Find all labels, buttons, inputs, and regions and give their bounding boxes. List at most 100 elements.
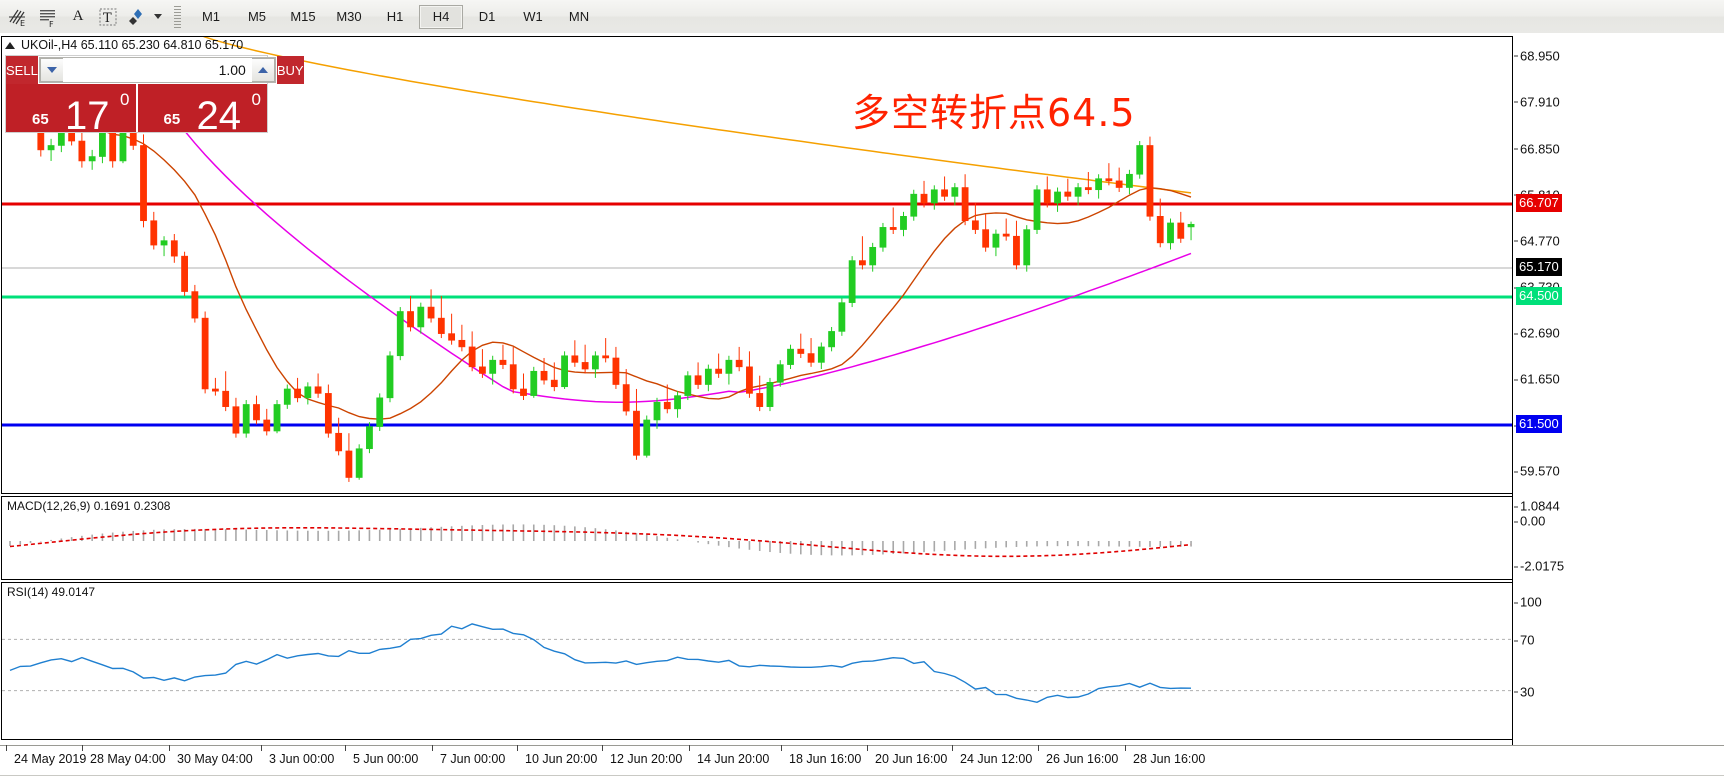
macd-tick: 1.0844 (1514, 498, 1560, 514)
candle-body (807, 353, 815, 363)
candle-body (160, 240, 168, 246)
candle-body (602, 355, 610, 359)
scale-divider (1512, 36, 1513, 745)
sell-price-fraction: 0 (120, 90, 130, 109)
candle-body (971, 220, 979, 230)
candle-body (1167, 222, 1174, 244)
text-label-tool-icon[interactable]: T (93, 3, 123, 31)
candle-body (787, 348, 794, 365)
toolbar-grip[interactable] (174, 5, 181, 28)
timeframe-m1[interactable]: M1 (201, 9, 221, 24)
objects-dropdown-caret-icon[interactable] (154, 14, 162, 19)
candle-body (386, 355, 394, 399)
time-tick: 30 May 04:00 (169, 745, 253, 766)
candle-body (273, 404, 281, 432)
candle-body (581, 362, 589, 370)
timeframe-m5[interactable]: M5 (247, 9, 267, 24)
rsi-tick: 70 (1513, 632, 1535, 648)
candle-body (612, 357, 620, 385)
price-tag-current-price: 65.170 (1516, 258, 1562, 276)
main-toolbar: E F A T M1 (0, 0, 1724, 34)
candle-body (212, 388, 219, 392)
rsi-scale[interactable]: 100 70 30 (1513, 582, 1722, 740)
rsi-canvas (2, 623, 1512, 704)
time-tick: 28 Jun 16:00 (1124, 745, 1206, 766)
candle-body (345, 450, 353, 478)
symbol-ohlc-text: UKOil-,H4 65.110 65.230 64.810 65.170 (21, 38, 244, 52)
candle-body (78, 140, 86, 162)
candle-body (263, 419, 271, 432)
price-tick: 62.690 (1514, 325, 1560, 341)
candle-body (417, 306, 425, 328)
candle-body (150, 220, 158, 246)
volume-input[interactable] (62, 58, 252, 82)
timeframe-d1[interactable]: D1 (478, 9, 496, 24)
macd-panel[interactable]: MACD(12,26,9) 0.1691 0.2308 (1, 496, 1513, 580)
rsi-label: RSI(14) 49.0147 (7, 585, 96, 599)
candle-body (489, 359, 497, 374)
candle-body (817, 346, 825, 363)
candle-body (304, 386, 312, 399)
occ-price-row: 65 17 0 65 24 0 (6, 84, 267, 132)
candle-body (1105, 178, 1113, 182)
timeframe-h1[interactable]: H1 (386, 9, 404, 24)
candle-body (674, 395, 681, 410)
grid-indicators-icon[interactable]: F (33, 3, 63, 31)
candle-body (1187, 223, 1195, 228)
objects-icon[interactable] (123, 3, 153, 31)
candle-body (694, 375, 702, 385)
sell-button[interactable]: SELL (6, 56, 38, 84)
volume-increment-button[interactable] (251, 58, 275, 82)
timeframe-mn[interactable]: MN (568, 9, 590, 24)
sell-price-button[interactable]: 65 17 0 (6, 84, 136, 132)
candle-body (1177, 222, 1185, 239)
candle-body (1074, 187, 1082, 197)
buy-price-button[interactable]: 65 24 0 (137, 84, 267, 132)
volume-stepper[interactable] (38, 57, 276, 83)
candle-body (468, 346, 476, 368)
candle-body (746, 366, 753, 394)
time-tick: 7 Jun 00:00 (431, 745, 506, 766)
timeframe-w1[interactable]: W1 (523, 9, 543, 24)
macd-tick: 0.00 (1513, 513, 1546, 529)
sell-price-pips: 17 (65, 94, 110, 132)
candle-body (828, 331, 835, 348)
text-tool-icon[interactable]: A (72, 8, 84, 24)
one-click-trading-panel[interactable]: SELL BUY 65 17 0 65 24 0 (5, 55, 304, 133)
expert-advisors-icon[interactable]: E (3, 3, 33, 31)
candlestick-canvas (2, 37, 1512, 482)
chart-area[interactable]: UKOil-,H4 65.110 65.230 64.810 65.170 SE… (0, 33, 1724, 776)
candle-body (1023, 229, 1031, 266)
time-tick: 10 Jun 20:00 (516, 745, 598, 766)
candle-body (1095, 178, 1103, 191)
candle-body (1146, 145, 1154, 217)
timeframe-m15[interactable]: M15 (290, 9, 316, 24)
candle-body (859, 260, 866, 266)
candle-body (335, 432, 343, 452)
candle-body (704, 368, 712, 385)
candle-body (900, 216, 907, 230)
candle-body (735, 359, 743, 368)
candle-body (376, 397, 384, 427)
rsi-panel[interactable]: RSI(14) 49.0147 (1, 582, 1513, 740)
price-scale[interactable]: 68.95067.91066.85065.81064.77063.73062.6… (1514, 36, 1722, 494)
timeframe-h4[interactable]: H4 (419, 4, 463, 29)
price-tag-support: 61.500 (1516, 415, 1562, 433)
candle-body (961, 187, 969, 222)
candle-body (458, 339, 466, 348)
price-tag-pivot: 64.500 (1516, 287, 1562, 305)
candle-body (47, 145, 55, 151)
candle-body (715, 368, 723, 374)
time-scale[interactable]: 24 May 2019 28 May 04:00 30 May 04:00 3 Jun… (0, 745, 1724, 776)
candle-body (889, 227, 897, 230)
price-tick: 64.770 (1514, 233, 1560, 249)
candle-body (797, 348, 805, 354)
buy-button[interactable]: BUY (276, 56, 304, 84)
candle-body (355, 448, 363, 478)
candle-body (622, 384, 630, 412)
timeframe-m30[interactable]: M30 (336, 9, 362, 24)
volume-decrement-button[interactable] (39, 58, 63, 82)
collapse-triangle-icon[interactable] (5, 41, 15, 49)
macd-scale[interactable]: 1.0844 0.00 -2.0175 (1513, 496, 1722, 580)
candle-body (396, 311, 404, 357)
